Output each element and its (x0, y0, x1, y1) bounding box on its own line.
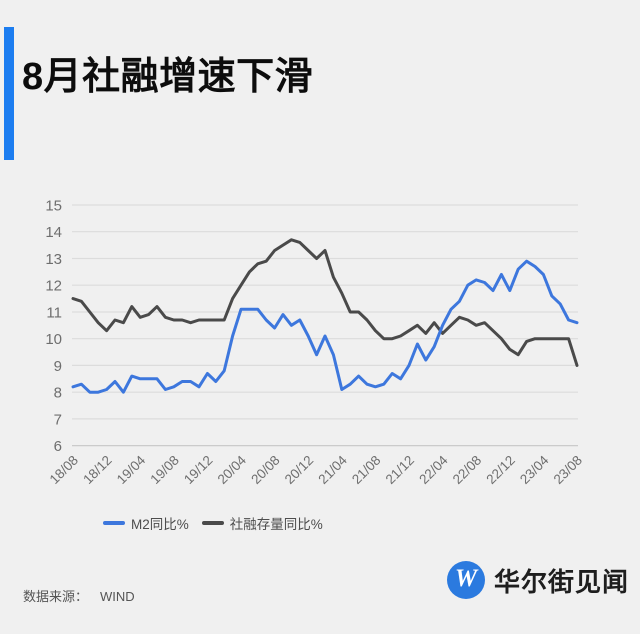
x-tick-label: 23/04 (517, 452, 552, 487)
x-tick-label: 21/08 (349, 453, 384, 488)
tsf-line (71, 238, 579, 367)
y-tick-label: 15 (45, 198, 62, 215)
data-source-value: WIND (100, 589, 135, 604)
x-tick-label: 20/04 (215, 452, 250, 487)
y-tick-label: 12 (45, 278, 62, 295)
data-source-label: 数据来源： (23, 589, 89, 604)
legend-label-m2: M2同比% (131, 517, 189, 532)
y-tick-label: 11 (46, 305, 62, 322)
y-tick-label: 10 (45, 331, 62, 348)
x-tick-label: 19/04 (114, 452, 149, 487)
brand-logo: W 华尔街见闻 (447, 561, 629, 599)
m2-line-swatch (103, 521, 125, 525)
legend-item-m2: M2同比% (103, 513, 189, 533)
x-tick-label: 21/04 (315, 452, 350, 487)
y-tick-label: 13 (45, 251, 62, 268)
y-tick-label: 14 (45, 224, 62, 241)
x-tick-label: 21/12 (383, 453, 418, 488)
y-tick-label: 9 (54, 358, 62, 375)
chart-legend: M2同比% 社融存量同比% (103, 513, 323, 533)
y-tick-label: 6 (54, 438, 62, 455)
x-tick-label: 18/08 (47, 453, 82, 488)
m2-line (71, 259, 579, 394)
x-tick-label: 23/08 (551, 453, 586, 488)
brand-name: 华尔街见闻 (494, 567, 630, 597)
x-tick-label: 22/08 (450, 453, 485, 488)
x-tick-label: 20/08 (248, 453, 283, 488)
data-source: 数据来源： WIND (23, 586, 135, 605)
legend-item-tsf: 社融存量同比% (201, 513, 323, 533)
x-tick-label: 22/12 (483, 453, 518, 488)
legend-label-tsf: 社融存量同比% (229, 517, 323, 532)
brand-logo-icon: W (447, 561, 485, 599)
x-tick-label: 22/04 (416, 452, 451, 487)
title-accent-bar (4, 27, 14, 160)
tsf-line-swatch (201, 521, 224, 525)
y-tick-label: 7 (54, 411, 62, 428)
brand-w-glyph: W (454, 565, 478, 592)
x-tick-label: 19/08 (147, 453, 182, 488)
x-tick-label: 20/12 (282, 453, 317, 488)
x-tick-label: 19/12 (181, 453, 216, 488)
y-tick-label: 8 (54, 385, 62, 402)
page-title: 8月社融增速下滑 (22, 56, 314, 98)
x-tick-label: 18/12 (80, 453, 115, 488)
